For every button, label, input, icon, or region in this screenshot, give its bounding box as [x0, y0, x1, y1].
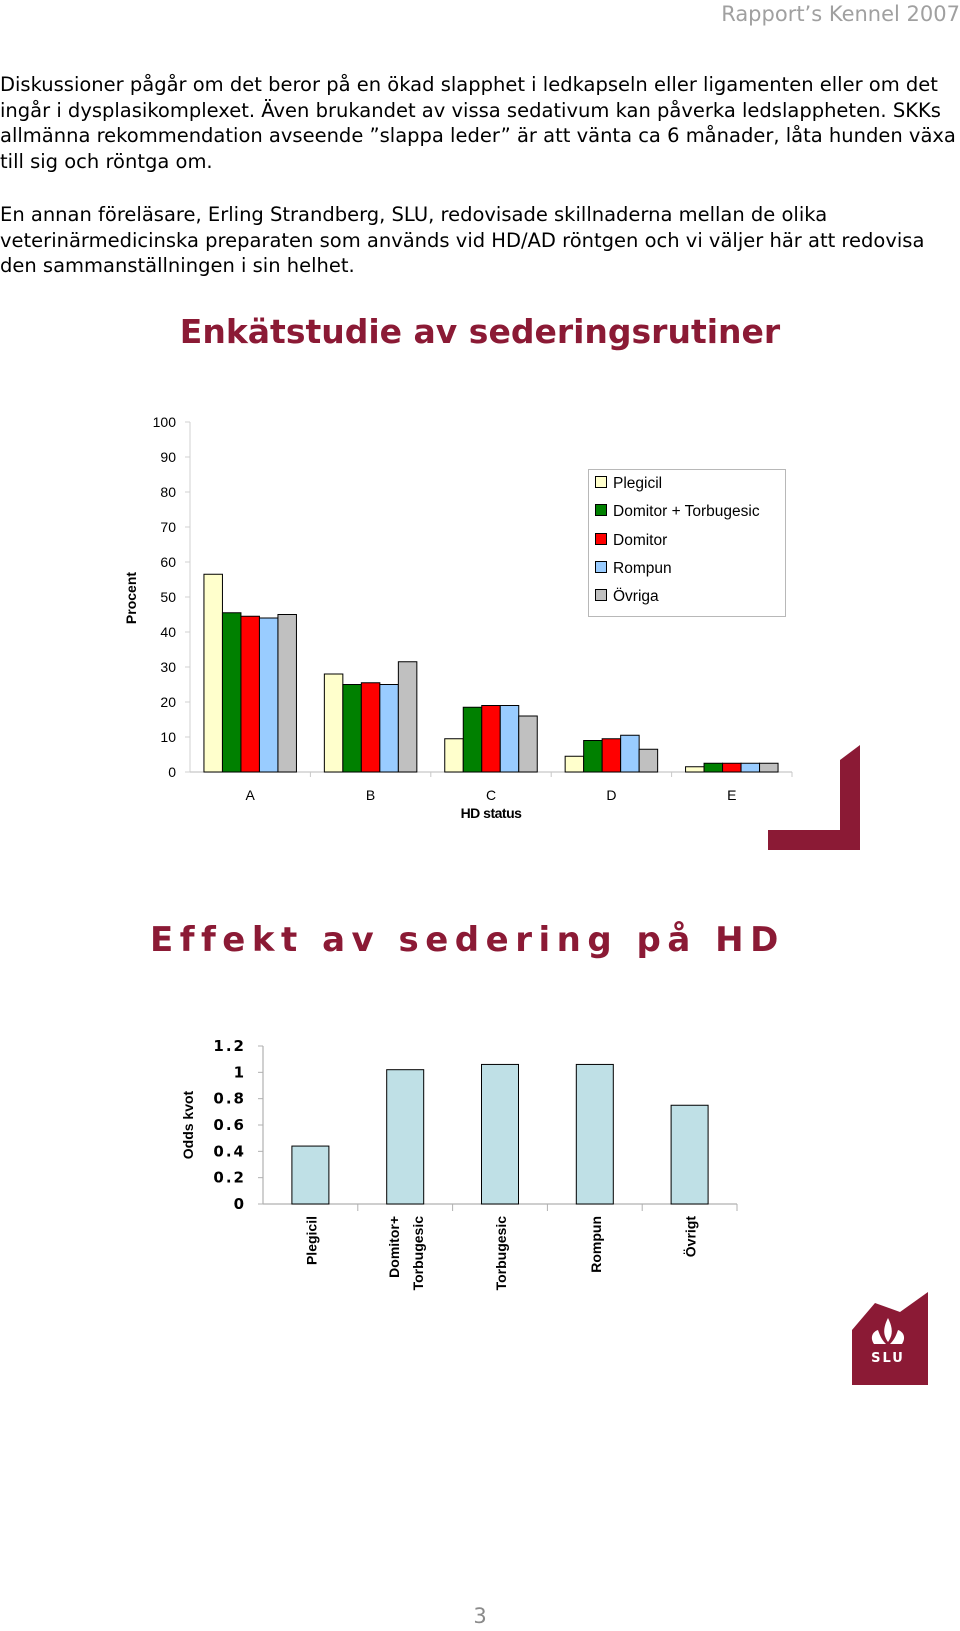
paragraph-2: En annan föreläsare, Erling Strandberg, … [0, 203, 925, 277]
chart2-y-tick-label: 0.4 [213, 1142, 246, 1160]
chart2-x-tick-label: Torbugesic [493, 1216, 509, 1291]
chart1-y-tick-label: 40 [160, 624, 176, 640]
chart1-x-tick-label: D [606, 787, 616, 803]
slu-logo-text: SLU [871, 1351, 905, 1366]
paragraph-1: Diskussioner pågår om det beror på en ök… [0, 73, 956, 173]
chart1-y-tick-label: 90 [160, 449, 176, 465]
chart1-y-tick-label: 70 [160, 519, 176, 535]
legend-label-plegicil: Plegicil [613, 475, 663, 492]
chart1-bar [564, 755, 585, 773]
chart1-bar [444, 738, 464, 773]
chart2-x-tick-label: Plegicil [303, 1216, 319, 1265]
chart2-plot: 1.2 1 0.8 0.6 0.4 0.2 0 Plegicil Domitor+ Torbuge… [180, 1037, 738, 1291]
chart1-bar [518, 715, 538, 773]
chart1-bar [740, 762, 761, 773]
chart1-x-tick-label: A [246, 787, 256, 803]
chart1-y-tick-label: 20 [160, 694, 176, 710]
chart1-bar [258, 617, 279, 773]
chart1-bar [240, 615, 260, 773]
legend-swatch-domitor [595, 532, 607, 545]
chart1-x-tick-label: C [486, 787, 496, 803]
chart2-bar [575, 1063, 614, 1205]
chart2-x-tick-label: Övrigt [683, 1216, 699, 1258]
legend-label-domitor: Domitor [613, 532, 668, 549]
chart2-y-tick-label: 1.2 [213, 1037, 246, 1055]
chart2-bar [670, 1104, 709, 1205]
page-number: 3 [473, 1604, 487, 1628]
chart1-bar [722, 762, 742, 773]
legend-swatch-rompun [595, 560, 607, 573]
slu-logo: SLU [852, 1292, 928, 1385]
legend-item-rompun: Rompun [595, 560, 672, 580]
chart1-bar [323, 673, 344, 773]
chart1-x-tick-label: B [366, 787, 375, 803]
legend-label-ovriga: Övriga [613, 588, 659, 605]
chart1-bar [379, 684, 399, 773]
chart1-y-tick-label: 50 [160, 589, 176, 605]
chart1-x-axis-label: HD status [461, 805, 523, 821]
chart1-y-axis-label: Procent [123, 572, 139, 624]
chart1-bar [759, 762, 779, 773]
legend-item-plegicil: Plegicil [595, 475, 662, 495]
legend-label-rompun: Rompun [613, 560, 672, 577]
legend-label-domitor-torbugesic: Domitor + Torbugesic [613, 503, 760, 520]
chart1-y-tick-label: 0 [168, 764, 176, 780]
chart2-bar [481, 1063, 519, 1205]
chart2-y-tick-label: 0 [234, 1195, 246, 1213]
chart2-y-tick-label: 0.2 [213, 1169, 246, 1187]
chart1-bar [685, 766, 705, 773]
chart2-x-tick-label: Rompun [588, 1216, 604, 1273]
chart1-y-tick-label: 100 [153, 414, 177, 430]
legend-item-domitor-torbugesic: Domitor + Torbugesic [595, 503, 760, 523]
chart1-bar [601, 738, 622, 773]
chart2-title: Effekt av sedering på HD [150, 920, 785, 960]
chart1-y-tick-label: 30 [160, 659, 176, 675]
chart1-bar [462, 706, 483, 773]
corner-decoration [768, 745, 860, 850]
chart1-legend: Plegicil Domitor + Torbugesic Domitor Ro… [588, 469, 786, 617]
legend-item-domitor: Domitor [595, 532, 667, 552]
chart1-bar [360, 682, 381, 773]
chart2-bar [386, 1069, 425, 1205]
chart1-title: Enkätstudie av sederingsrutiner [179, 312, 781, 351]
chart1-y-tick-label: 60 [160, 554, 176, 570]
chart1-y-tick-label: 10 [160, 729, 176, 745]
chart2-y-tick-label: 0.8 [213, 1090, 246, 1108]
legend-swatch-plegicil [595, 475, 607, 488]
chart1-bar [703, 762, 724, 773]
chart2-bar [291, 1145, 330, 1205]
legend-swatch-domitor-torbugesic [595, 503, 607, 516]
chart1-bar [277, 614, 297, 773]
chart1-y-tick-label: 80 [160, 484, 176, 500]
chart2-y-axis-label: Odds kvot [180, 1090, 196, 1159]
chart2-y-tick-label: 0.6 [213, 1116, 246, 1134]
chart1-x-tick-label: E [727, 787, 736, 803]
chart1-bar [620, 734, 640, 773]
legend-swatch-ovriga [595, 588, 607, 601]
chart1-bar [397, 661, 418, 773]
chart1-bar [481, 705, 501, 773]
chart1-bar [583, 740, 603, 773]
chart1-bar [499, 705, 520, 773]
chart2-x-tick-label: Domitor+ [386, 1216, 402, 1278]
chart2-y-tick-label: 1 [234, 1063, 246, 1081]
chart1-bar [221, 612, 242, 773]
chart1-bar [342, 684, 362, 773]
running-header: Rapport’s Kennel 2007 [721, 2, 960, 26]
chart1-bar [638, 748, 659, 773]
chart2-x-tick-label: Torbugesic [410, 1216, 426, 1291]
legend-item-ovriga: Övriga [595, 588, 659, 608]
chart1-bar [203, 573, 223, 773]
